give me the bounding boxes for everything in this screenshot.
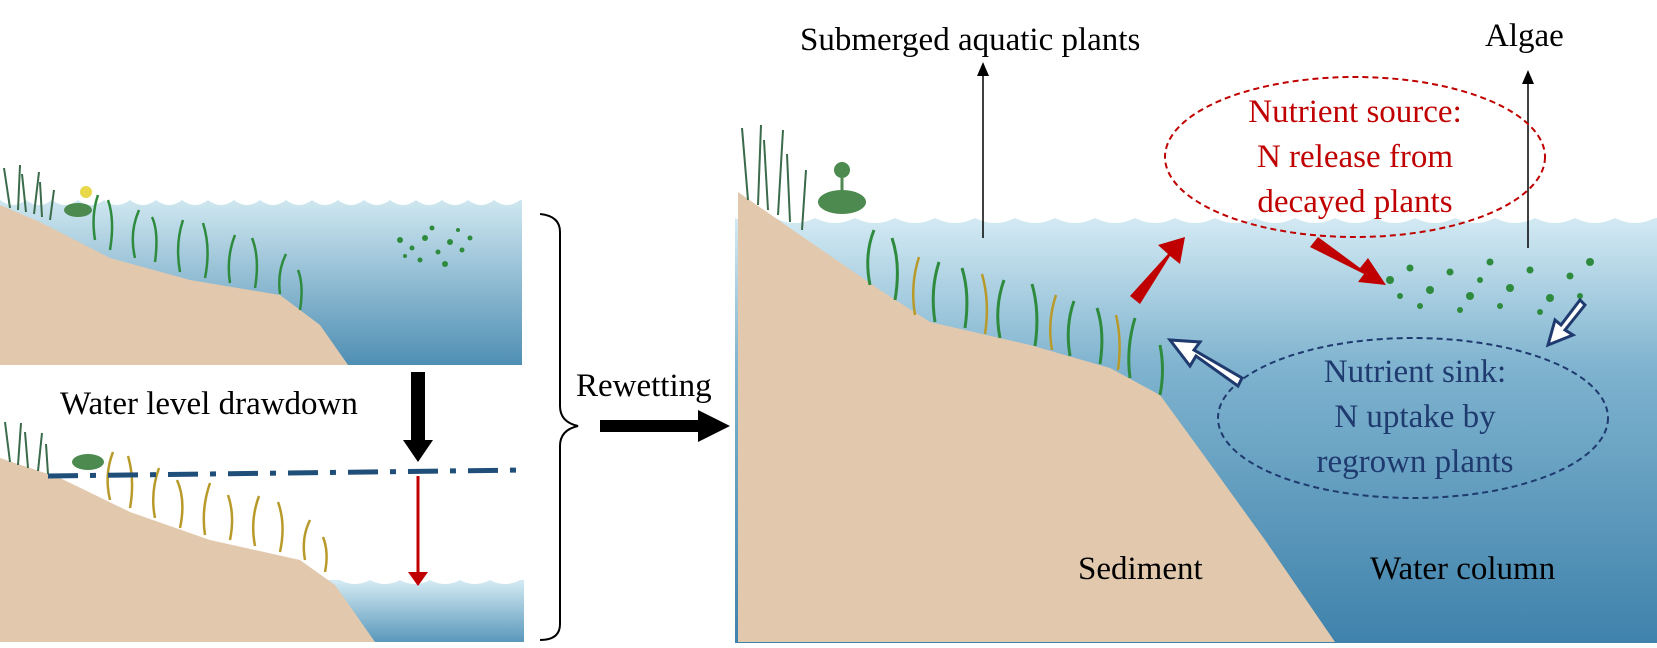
regrown-plants (866, 229, 1164, 396)
emergent-reeds-drawdown (4, 421, 49, 475)
algae-label: Algae (1485, 18, 1564, 54)
sediment-label: Sediment (1078, 551, 1203, 587)
level-drop-arrow-head (408, 572, 428, 586)
lowered-water-waves (340, 575, 524, 584)
submerged-pointer-head (977, 62, 989, 76)
rewetting-arrow-head (698, 410, 730, 442)
decaying-plants (911, 256, 1121, 371)
nutrient-source-line2: N release from (1256, 139, 1454, 175)
emergent-reeds (3, 164, 55, 221)
emergent-reeds-rewetted (741, 124, 807, 231)
sediment-slope (0, 205, 348, 365)
rewetted-water-waves (735, 212, 1657, 223)
grouping-bracket (539, 213, 579, 641)
exposed-sediment (0, 458, 375, 642)
panel-drawdown (0, 372, 525, 642)
water-column-label: Water column (1370, 551, 1556, 587)
panel-before (0, 164, 522, 365)
previous-water-level-line (47, 467, 525, 479)
algae-cluster-rewetted (1386, 258, 1594, 315)
drawdown-arrow-head (403, 440, 433, 462)
lotus-leaf-rewetted (818, 190, 866, 214)
algae-pointer-head (1522, 70, 1534, 84)
nutrient-sink-ellipse (1217, 337, 1609, 499)
nutrient-source-line3: decayed plants (1257, 184, 1453, 220)
nutrient-source-ellipse (1164, 76, 1546, 238)
release-arrow-left (1130, 237, 1185, 304)
rewetted-sediment (738, 192, 1335, 642)
lotus-leaf-drawdown (72, 454, 104, 470)
nutrient-sink-line2: N uptake by (1334, 399, 1496, 435)
uptake-arrow-right (1545, 297, 1588, 348)
uptake-arrow-left (1166, 338, 1244, 389)
lotus-bud (834, 162, 850, 178)
panel-rewetted (735, 62, 1657, 643)
dead-plants (106, 451, 328, 573)
water-surface-waves (0, 195, 522, 205)
drawdown-label: Water level drawdown (60, 386, 358, 422)
release-arrow-right (1310, 237, 1386, 285)
submerged-plants (92, 194, 303, 311)
nutrient-source-line1: Nutrient source: (1248, 94, 1462, 130)
lotus-flower (80, 186, 92, 198)
rewetting-label: Rewetting (576, 368, 712, 404)
lotus-leaf (64, 203, 92, 217)
submerged-plants-label: Submerged aquatic plants (800, 22, 1141, 58)
nutrient-sink-line1: Nutrient sink: (1323, 354, 1507, 390)
algae-cluster (397, 225, 473, 267)
nutrient-sink-line3: regrown plants (1316, 444, 1514, 480)
